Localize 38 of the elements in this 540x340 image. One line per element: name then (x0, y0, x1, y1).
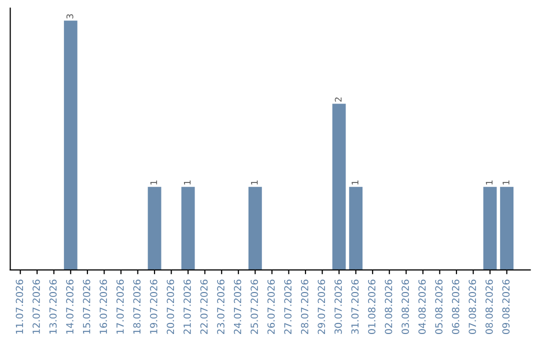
x-tick-label: 11.07.2026 (16, 280, 24, 334)
x-tick-label: 28.07.2026 (300, 280, 308, 334)
x-tick-label: 26.07.2026 (267, 280, 275, 334)
x-tick-label: 05.08.2026 (435, 280, 443, 334)
x-tick-label: 31.07.2026 (351, 280, 359, 334)
x-tick-label: 25.07.2026 (250, 280, 258, 334)
x-tick-label: 27.07.2026 (284, 280, 292, 334)
data-label: 1 (352, 180, 358, 184)
data-label: 2 (334, 98, 342, 102)
data-label: 1 (251, 180, 258, 184)
x-tick-label: 24.07.2026 (234, 280, 242, 334)
x-tick-label: 15.07.2026 (82, 280, 90, 334)
x-tick-label: 30.07.2026 (334, 280, 342, 334)
x-tick-label: 13.07.2026 (49, 280, 57, 334)
x-tick-label: 07.08.2026 (468, 280, 476, 334)
x-tick-label: 29.07.2026 (318, 280, 326, 334)
x-tick-label: 18.07.2026 (133, 280, 141, 334)
x-tick-label: 12.07.2026 (32, 280, 40, 334)
x-tick-label: 21.07.2026 (184, 280, 191, 334)
x-tick-label: 17.07.2026 (116, 280, 124, 334)
x-tick-label: 20.07.2026 (166, 280, 174, 334)
x-tick-label: 16.07.2026 (100, 280, 108, 334)
data-label: 1 (150, 180, 158, 184)
x-tick-label: 06.08.2026 (452, 280, 460, 334)
x-tick-label: 19.07.2026 (150, 280, 158, 334)
data-label: 1 (486, 180, 493, 184)
data-label: 1 (502, 180, 510, 184)
x-tick-label: 03.08.2026 (402, 280, 409, 334)
x-tick-label: 08.08.2026 (485, 280, 493, 334)
x-tick-label: 01.08.2026 (368, 280, 376, 334)
x-tick-label: 02.08.2026 (384, 280, 392, 334)
x-tick-label: 14.07.2026 (66, 280, 74, 334)
x-tick-label: 22.07.2026 (200, 280, 208, 334)
x-tick-label: 09.08.2026 (502, 280, 510, 334)
data-label: 1 (184, 180, 191, 184)
data-label: 3 (66, 14, 74, 19)
x-tick-label: 04.08.2026 (418, 280, 426, 334)
x-tick-label: 23.07.2026 (217, 280, 224, 334)
